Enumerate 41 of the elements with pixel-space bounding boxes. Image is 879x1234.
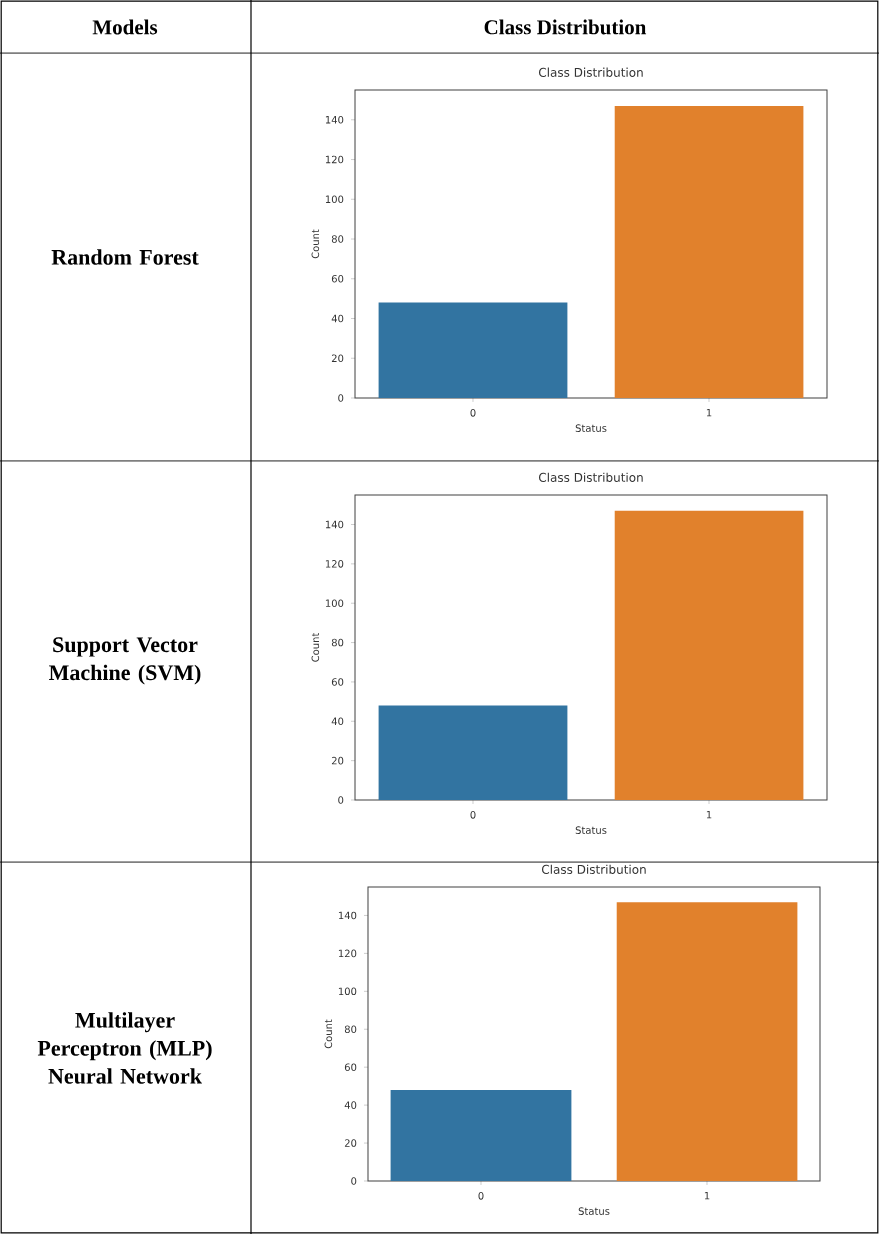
- x-tick-label: 1: [706, 409, 712, 417]
- chart-title: Class Distribution: [541, 864, 646, 874]
- y-tick-label: 0: [351, 1177, 357, 1185]
- text: Class Distribution: [484, 19, 647, 35]
- text: Support Vector Machine (SVM): [49, 637, 201, 685]
- y-tick-label: 80: [331, 235, 344, 243]
- y-tick-label: 80: [331, 638, 344, 647]
- y-tick-label: 100: [325, 599, 344, 608]
- text: Random Forest: [51, 249, 199, 265]
- x-axis-title: Status: [578, 1207, 610, 1215]
- y-tick-label: 60: [344, 1063, 357, 1071]
- y-tick-label: 100: [338, 987, 357, 996]
- y-tick-label: 20: [331, 354, 344, 363]
- text: Models: [92, 19, 158, 35]
- chart-title: Class Distribution: [538, 67, 643, 77]
- y-tick-label: 120: [325, 560, 344, 568]
- y-tick-label: 120: [325, 155, 344, 164]
- y-tick-label: 40: [331, 717, 344, 726]
- y-tick-label: 40: [344, 1101, 357, 1109]
- y-tick-label: 140: [325, 520, 344, 529]
- chart-title: Class Distribution: [538, 472, 643, 482]
- y-tick-label: 20: [331, 756, 344, 765]
- y-tick-label: 60: [331, 678, 344, 686]
- y-tick-label: 20: [344, 1139, 357, 1147]
- x-axis-title: Status: [575, 424, 607, 432]
- y-tick-label: 0: [338, 796, 344, 804]
- y-tick-label: 120: [338, 949, 357, 958]
- x-axis-title: Status: [575, 826, 607, 834]
- y-tick-label: 60: [331, 274, 344, 283]
- y-tick-label: 0: [338, 394, 344, 402]
- y-tick-label: 80: [344, 1025, 357, 1034]
- x-tick-label: 1: [706, 811, 712, 819]
- y-axis-title: Count: [324, 1019, 333, 1049]
- y-tick-label: 140: [325, 116, 344, 124]
- text: Multilayer Perceptron (MLP) Neural Network: [37, 1012, 212, 1084]
- y-tick-label: 40: [331, 314, 344, 323]
- y-axis-title: Count: [311, 632, 320, 662]
- y-tick-label: 140: [338, 911, 357, 920]
- y-tick-label: 100: [325, 195, 344, 204]
- y-axis-title: Count: [311, 229, 320, 259]
- x-tick-label: 1: [704, 1192, 710, 1200]
